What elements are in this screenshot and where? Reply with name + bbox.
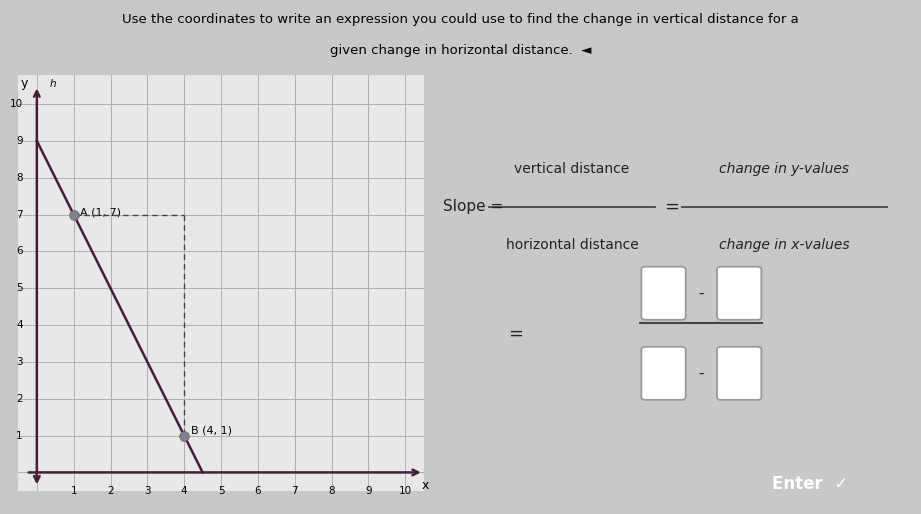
Text: 4: 4 bbox=[181, 486, 188, 497]
Text: -: - bbox=[699, 286, 704, 301]
Text: h: h bbox=[50, 79, 56, 89]
FancyBboxPatch shape bbox=[641, 347, 686, 400]
Text: 7: 7 bbox=[17, 210, 23, 219]
FancyBboxPatch shape bbox=[717, 267, 762, 320]
Text: 5: 5 bbox=[17, 283, 23, 293]
Text: 9: 9 bbox=[365, 486, 372, 497]
Text: 3: 3 bbox=[17, 357, 23, 367]
Text: 8: 8 bbox=[328, 486, 335, 497]
Text: -: - bbox=[699, 366, 704, 381]
Text: B (4, 1): B (4, 1) bbox=[191, 425, 232, 435]
Text: 4: 4 bbox=[17, 320, 23, 330]
Text: 7: 7 bbox=[291, 486, 298, 497]
Text: Use the coordinates to write an expression you could use to find the change in v: Use the coordinates to write an expressi… bbox=[122, 13, 799, 26]
Text: horizontal distance: horizontal distance bbox=[506, 238, 638, 252]
Text: 3: 3 bbox=[144, 486, 151, 497]
Text: 1: 1 bbox=[17, 431, 23, 440]
Text: 5: 5 bbox=[217, 486, 225, 497]
Text: vertical distance: vertical distance bbox=[514, 162, 630, 176]
Text: given change in horizontal distance.  ◄︎: given change in horizontal distance. ◄︎ bbox=[330, 44, 591, 57]
Text: x: x bbox=[422, 479, 429, 492]
Text: Slope =: Slope = bbox=[443, 199, 503, 214]
Text: 8: 8 bbox=[17, 173, 23, 182]
Text: 2: 2 bbox=[107, 486, 114, 497]
Text: A (1, 7): A (1, 7) bbox=[80, 208, 122, 218]
FancyBboxPatch shape bbox=[717, 347, 762, 400]
Text: y: y bbox=[20, 77, 28, 90]
Text: change in x-values: change in x-values bbox=[719, 238, 850, 252]
FancyBboxPatch shape bbox=[641, 267, 686, 320]
Text: =: = bbox=[508, 324, 523, 342]
Text: change in y-values: change in y-values bbox=[719, 162, 849, 176]
Text: 10: 10 bbox=[10, 99, 23, 109]
Text: 10: 10 bbox=[399, 486, 412, 497]
Text: 2: 2 bbox=[17, 394, 23, 403]
Text: 1: 1 bbox=[70, 486, 77, 497]
Text: Enter  ✓: Enter ✓ bbox=[773, 475, 848, 493]
Text: 6: 6 bbox=[17, 246, 23, 256]
Text: 9: 9 bbox=[17, 136, 23, 146]
Text: =: = bbox=[665, 198, 680, 216]
Text: 6: 6 bbox=[254, 486, 262, 497]
